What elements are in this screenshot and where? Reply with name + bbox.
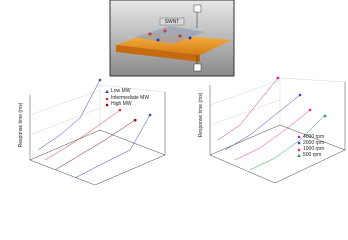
- schematic-label: SWNT: [165, 19, 180, 25]
- legend-label: Low MW: [111, 88, 131, 94]
- figure: SWNT Response time (ms) Low MW Intermedi…: [18, 0, 346, 186]
- y-axis-label: Response time (ms): [198, 92, 204, 137]
- legend-label: 2000 rpm: [303, 140, 324, 146]
- legend-label: 4000 rpm: [303, 134, 324, 140]
- legend-label: 1000 rpm: [303, 146, 324, 152]
- y-axis-label: Response time (ms): [18, 102, 24, 147]
- plot-left: Response time (ms) Low MW Intermediate M…: [18, 78, 166, 186]
- schematic: SWNT: [109, 0, 235, 77]
- legend-label: High MW: [111, 101, 132, 107]
- legend-label: Intermediate MW: [111, 95, 149, 101]
- legend-label: 500 rpm: [303, 152, 321, 158]
- plot-right: Response time (ms) 4000 rpm 2000 rpm 100…: [198, 76, 346, 184]
